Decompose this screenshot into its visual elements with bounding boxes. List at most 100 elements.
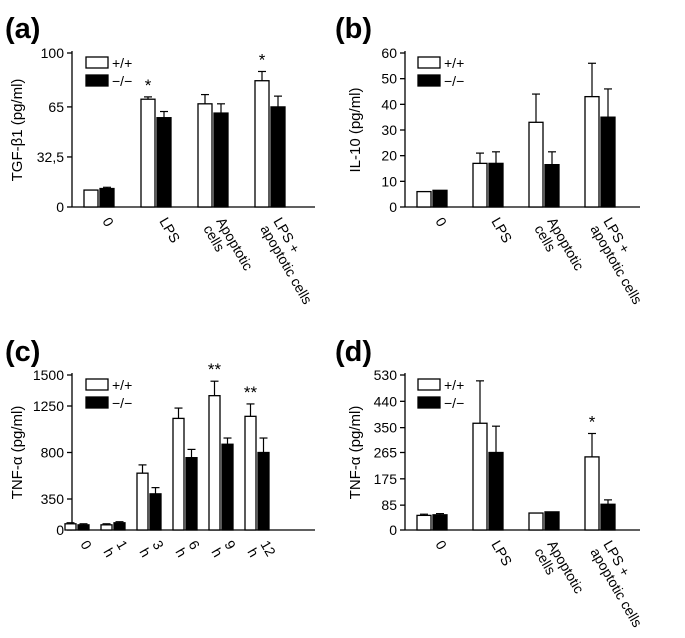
- x-tick-label: LPS: [156, 215, 183, 246]
- y-axis-label: TNF-α (pg/ml): [9, 406, 26, 500]
- bar-wildtype: [83, 189, 99, 208]
- y-tick-label: 1250: [33, 398, 64, 414]
- bar-knockout: [600, 116, 616, 208]
- y-tick-label: 60: [381, 45, 397, 61]
- legend-swatch: [85, 378, 109, 391]
- panel-letter: (c): [5, 336, 40, 368]
- bar-knockout: [600, 503, 616, 531]
- significance-marker: **: [244, 383, 258, 402]
- bar-knockout: [257, 451, 270, 531]
- bar-knockout: [156, 117, 172, 208]
- x-tick-label: 0: [99, 215, 117, 230]
- bar-wildtype: [416, 514, 432, 531]
- y-tick-label: 440: [374, 393, 398, 409]
- bar-wildtype: [528, 512, 544, 531]
- bar-knockout: [113, 522, 126, 531]
- y-tick-label: 350: [41, 491, 65, 507]
- x-tick-label-line: h: [136, 545, 154, 560]
- y-tick-label: 175: [374, 471, 398, 487]
- legend-label: +/+: [112, 55, 132, 71]
- bars: [64, 380, 270, 531]
- y-tick-label: 85: [381, 497, 397, 513]
- panel-4: (d) TNF-α (pg/ml) 0 85 175 265 350 440 530 * 0 LPS A…: [335, 336, 658, 630]
- bar-wildtype: [416, 190, 432, 208]
- x-tick-label: LPS: [488, 215, 515, 246]
- significance-marker: *: [589, 412, 596, 431]
- y-tick-label: 1500: [33, 367, 64, 383]
- x-tick-label-line: h: [244, 545, 262, 560]
- legend-swatch: [417, 56, 441, 69]
- x-tick-label: LPS +apoptotic cells: [257, 215, 328, 307]
- legend-swatch: [85, 74, 109, 87]
- legend-label: +/+: [444, 55, 464, 71]
- y-tick-label: 800: [41, 445, 65, 461]
- y-tick-label: 40: [381, 96, 397, 112]
- bar-knockout: [99, 187, 115, 208]
- y-tick-label: 0: [56, 199, 64, 215]
- bar-wildtype: [244, 415, 257, 531]
- x-tick-label-line: h: [208, 545, 226, 560]
- y-tick-label: 350: [374, 420, 398, 436]
- bar-wildtype: [472, 162, 488, 208]
- y-tick-label: 30: [381, 122, 397, 138]
- x-tick-label-line: h: [172, 545, 190, 560]
- panel-letter: (a): [5, 13, 40, 45]
- significance-marker: *: [259, 50, 266, 69]
- legend-swatch: [85, 396, 109, 409]
- bar-knockout: [270, 106, 286, 208]
- legend-label: −/−: [444, 395, 464, 411]
- y-axis-label: IL-10 (pg/ml): [347, 87, 364, 172]
- y-tick-label: 0: [389, 522, 397, 538]
- panel-2: (b) IL-10 (pg/ml) 0 10 20 30 40 50 60 0 LPS Apoptot…: [335, 13, 658, 307]
- bar-wildtype: [197, 103, 213, 208]
- y-tick-label: 0: [56, 522, 64, 538]
- x-tick-label: 1h: [100, 538, 131, 560]
- x-tick-label: LPS +apoptotic cells: [587, 538, 658, 630]
- y-axis-label: TNF-α (pg/ml): [347, 406, 364, 500]
- bar-wildtype: [584, 95, 600, 208]
- bar-wildtype: [208, 395, 221, 531]
- x-tick-label: Apoptoticcells: [531, 538, 587, 604]
- bar-wildtype: [100, 524, 113, 531]
- x-tick-label: Apoptoticcells: [531, 215, 587, 281]
- bars: [83, 70, 286, 208]
- y-tick-label: 0: [389, 199, 397, 215]
- bar-wildtype: [136, 472, 149, 531]
- legend: +/+ −/−: [417, 377, 464, 411]
- axes: 0 85 175 265 350 440 530: [374, 367, 640, 538]
- bars: [416, 62, 616, 208]
- bar-knockout: [149, 493, 162, 531]
- bar-wildtype: [472, 422, 488, 531]
- bar-knockout: [432, 514, 448, 531]
- legend-label: −/−: [112, 395, 132, 411]
- legend: +/+ −/−: [417, 55, 464, 89]
- bar-knockout: [488, 162, 504, 208]
- x-tick-label: Apoptoticcells: [200, 215, 256, 281]
- bar-knockout: [488, 451, 504, 531]
- x-tick-label-line: 12: [257, 538, 279, 560]
- legend-label: −/−: [444, 73, 464, 89]
- bar-wildtype: [140, 98, 156, 208]
- panel-letter: (d): [335, 336, 372, 368]
- bar-wildtype: [64, 523, 77, 531]
- x-tick-label: 6h: [172, 538, 203, 560]
- y-tick-label: 265: [374, 445, 398, 461]
- legend: +/+ −/−: [85, 377, 132, 411]
- x-tick-label: 9h: [208, 538, 239, 560]
- bar-knockout: [544, 511, 560, 531]
- legend-label: −/−: [112, 73, 132, 89]
- y-tick-label: 20: [381, 148, 397, 164]
- legend-swatch: [417, 396, 441, 409]
- bar-knockout: [221, 443, 234, 531]
- x-tick-label: 0: [432, 215, 450, 230]
- bar-wildtype: [172, 417, 185, 531]
- significance-marker: **: [208, 360, 222, 379]
- x-tick-label: 3h: [136, 538, 167, 560]
- y-tick-label: 530: [374, 367, 398, 383]
- x-tick-label: LPS +apoptotic cells: [587, 215, 658, 307]
- y-tick-label: 50: [381, 71, 397, 87]
- y-tick-label: 10: [381, 173, 397, 189]
- legend-swatch: [417, 378, 441, 391]
- bar-knockout: [213, 112, 229, 208]
